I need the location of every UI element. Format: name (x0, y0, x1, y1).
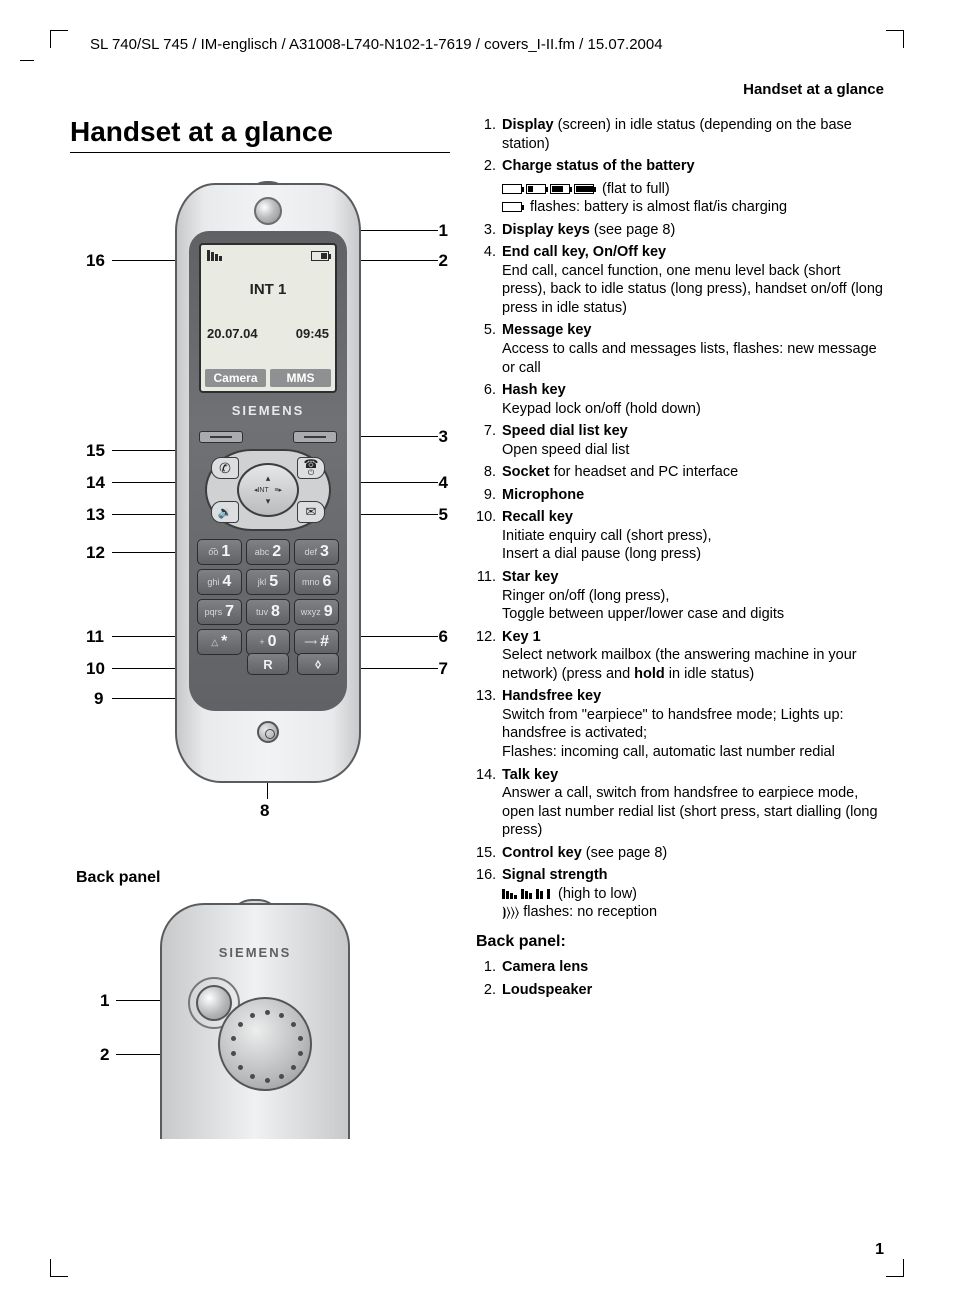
keypad-key-5: jkl5 (246, 569, 291, 595)
display-key-left (199, 431, 243, 443)
earpiece (254, 197, 282, 225)
back-panel-heading: Back panel (76, 869, 450, 887)
bottom-row: R ⬨ (197, 651, 339, 677)
callout-1: 1 (439, 221, 448, 241)
keypad-key-6: mno6 (294, 569, 339, 595)
list-item: 5.Message keyAccess to calls and message… (476, 321, 884, 377)
callout-5: 5 (439, 505, 448, 525)
list-item: 9.Microphone (476, 486, 884, 505)
end-key: ☎⏻ (297, 457, 325, 479)
callout-10: 10 (86, 659, 105, 679)
keypad: o͡o1abc2def3ghi4jkl5mno6pqrs7tuv8wxyz9△*… (197, 539, 339, 655)
crop-mark-bl (50, 1259, 68, 1277)
keypad-key-9: wxyz9 (294, 599, 339, 625)
loudspeaker (218, 997, 312, 1091)
softkey-left-label: Camera (205, 369, 266, 387)
list-item: 11.Star keyRinger on/off (long press),To… (476, 568, 884, 624)
callout-7: 7 (439, 659, 448, 679)
control-center: ▴ ◂INT ≡▸ ▾ (237, 463, 299, 517)
callout-8: 8 (260, 801, 269, 821)
crop-mark-br (886, 1259, 904, 1277)
battery-icon (311, 251, 329, 261)
list-item: 10.Recall keyInitiate enquiry call (shor… (476, 508, 884, 564)
display-keys (199, 427, 337, 447)
talk-key: ✆ (211, 457, 239, 479)
callout-14: 14 (86, 473, 105, 493)
list-item: 8.Socket for headset and PC interface (476, 463, 884, 482)
keypad-key-4: ghi4 (197, 569, 242, 595)
callout-6: 6 (439, 627, 448, 647)
list-item: 2.Charge status of the battery (476, 157, 884, 176)
list-item: 12.Key 1 Select network mailbox (the ans… (476, 628, 884, 684)
callout-9: 9 (94, 689, 103, 709)
back-callout-2: 2 (100, 1045, 109, 1065)
recall-key: R (247, 653, 289, 675)
keypad-key-8: tuv8 (246, 599, 291, 625)
front-diagram: 1 2 3 4 5 6 7 16 15 14 13 12 11 10 9 8 (70, 173, 450, 853)
list-item: 1.Display (screen) in idle status (depen… (476, 116, 884, 153)
back-brand: SIEMENS (160, 945, 350, 960)
keypad-key-1: o͡o1 (197, 539, 242, 565)
list-item: 2.Loudspeaker (476, 981, 884, 1000)
keypad-key-7: pqrs7 (197, 599, 242, 625)
callout-2: 2 (439, 251, 448, 271)
brand-label: SIEMENS (189, 403, 347, 418)
feature-list: 1.Display (screen) in idle status (depen… (476, 116, 884, 1147)
list-item: (flat to full) flashes: battery is almos… (476, 180, 884, 217)
back-callout-1: 1 (100, 991, 109, 1011)
phone-inner: INT 1 20.07.04 09:45 Camera MMS SIEMENS (189, 231, 347, 711)
back-panel-list-heading: Back panel: (476, 932, 884, 952)
running-header: SL 740/SL 745 / IM-englisch / A31008-L74… (60, 30, 894, 67)
crop-mark-tl (50, 30, 68, 48)
microphone (257, 721, 279, 743)
keypad-key-2: abc2 (246, 539, 291, 565)
back-diagram: 1 2 SIEMENS (100, 897, 400, 1147)
list-item: 14.Talk keyAnswer a call, switch from ha… (476, 766, 884, 840)
screen-time: 09:45 (296, 326, 329, 341)
phone-front: INT 1 20.07.04 09:45 Camera MMS SIEMENS (175, 183, 361, 803)
page-title: Handset at a glance (70, 116, 450, 153)
list-item: 7.Speed dial list keyOpen speed dial lis… (476, 422, 884, 459)
softkey-right-label: MMS (270, 369, 331, 387)
list-item: 4.End call key, On/Off keyEnd call, canc… (476, 243, 884, 317)
list-item: 15.Control key (see page 8) (476, 844, 884, 863)
list-item: 1.Camera lens (476, 958, 884, 977)
lead (112, 698, 184, 699)
crop-dash (20, 60, 34, 61)
screen-date: 20.07.04 (207, 326, 258, 341)
page-number: 1 (875, 1241, 884, 1259)
list-item: 6.Hash keyKeypad lock on/off (hold down) (476, 381, 884, 418)
callout-16: 16 (86, 251, 105, 271)
callout-13: 13 (86, 505, 105, 525)
callout-3: 3 (439, 427, 448, 447)
list-item: 13.Handsfree keySwitch from "earpiece" t… (476, 687, 884, 761)
running-head-right: Handset at a glance (60, 81, 894, 98)
display-screen: INT 1 20.07.04 09:45 Camera MMS (199, 243, 337, 393)
screen-int-label: INT 1 (201, 281, 335, 298)
list-item: 3.Display keys (see page 8) (476, 221, 884, 240)
signal-icon (207, 250, 222, 261)
speed-dial-key: ⬨ (297, 653, 339, 675)
message-key: ✉ (297, 501, 325, 523)
handsfree-key: 🔉 (211, 501, 239, 523)
callout-12: 12 (86, 543, 105, 563)
callout-4: 4 (439, 473, 448, 493)
callout-15: 15 (86, 441, 105, 461)
control-key-ring: ✆ ☎⏻ 🔉 ✉ ▴ ◂INT ≡▸ ▾ (205, 449, 331, 531)
display-key-right (293, 431, 337, 443)
crop-mark-tr (886, 30, 904, 48)
keypad-key-3: def3 (294, 539, 339, 565)
list-item: 16.Signal strength (high to low)⦘⟩⟩⟩ fla… (476, 866, 884, 922)
callout-11: 11 (86, 627, 104, 647)
